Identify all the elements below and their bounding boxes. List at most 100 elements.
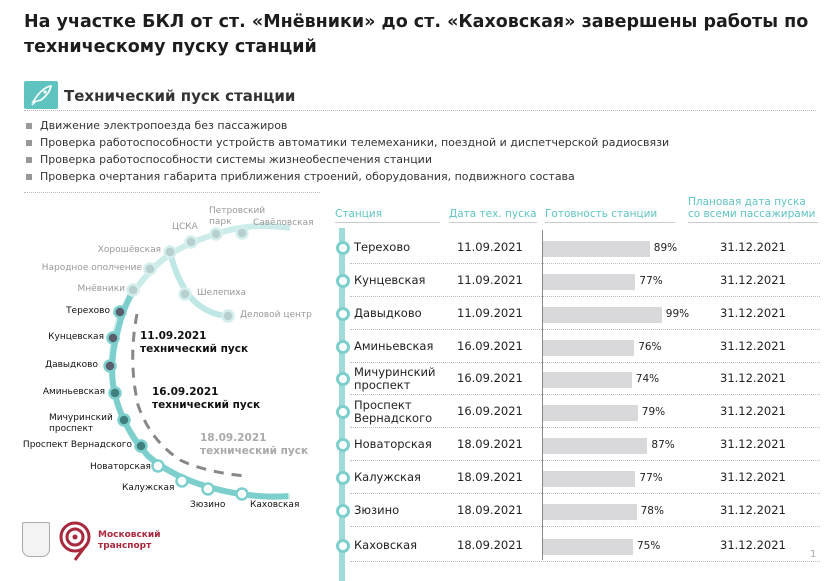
station-label: Хорошёвская bbox=[97, 245, 161, 255]
phase-annotation: 18.09.2021 технический пуск bbox=[200, 432, 308, 458]
station-name: Зюзино bbox=[354, 503, 400, 517]
table-row: Кунцевская 11.09.2021 77% 31.12.2021 bbox=[336, 264, 820, 297]
launch-date: 16.09.2021 bbox=[457, 371, 523, 385]
station-name: Проспект Вернадского bbox=[354, 397, 433, 425]
station-dot bbox=[201, 482, 215, 496]
station-name: Терехово bbox=[354, 240, 411, 254]
phase-date: 11.09.2021 bbox=[140, 330, 207, 342]
phase-date: 16.09.2021 bbox=[152, 386, 219, 398]
launch-date: 18.09.2021 bbox=[457, 470, 523, 484]
bullet-item: Проверка работоспособности устройств авт… bbox=[26, 136, 669, 149]
station-label: Каховская bbox=[250, 500, 300, 510]
station-marker-icon bbox=[336, 241, 350, 255]
station-marker-icon bbox=[336, 471, 350, 485]
readiness-bar bbox=[543, 307, 662, 323]
page-title: На участке БКЛ от ст. «Мнёвники» до ст. … bbox=[24, 12, 809, 57]
launch-date: 11.09.2021 bbox=[457, 306, 523, 320]
station-label: Петровский парк bbox=[209, 206, 266, 227]
launch-date: 18.09.2021 bbox=[457, 538, 523, 552]
readiness-bar bbox=[543, 372, 632, 388]
station-marker-icon bbox=[336, 340, 350, 354]
station-label: Народное ополчение bbox=[41, 263, 142, 273]
metro-map bbox=[103, 223, 291, 501]
table-row: Новаторская 18.09.2021 87% 31.12.2021 bbox=[336, 428, 820, 461]
readiness-label: 77% bbox=[639, 274, 663, 287]
readiness-bar bbox=[543, 504, 637, 520]
station-label: Деловой центр bbox=[240, 310, 312, 320]
header-station: Станция bbox=[335, 208, 440, 223]
station-dot-upcoming bbox=[209, 227, 223, 241]
station-dot-upcoming bbox=[126, 283, 140, 297]
station-dot bbox=[175, 474, 189, 488]
station-label: Давыдково bbox=[45, 360, 98, 370]
section-title: Технический пуск станции bbox=[64, 87, 296, 105]
table-row: Каховская 18.09.2021 75% 31.12.2021 bbox=[336, 529, 820, 562]
station-marker-icon bbox=[336, 504, 350, 518]
station-label: Мнёвники bbox=[77, 284, 125, 294]
station-marker-icon bbox=[336, 307, 350, 321]
phase-date: 18.09.2021 bbox=[200, 432, 267, 444]
station-marker-icon bbox=[336, 405, 350, 419]
launch-date: 18.09.2021 bbox=[457, 437, 523, 451]
phase-boundary-line bbox=[131, 313, 246, 478]
plan-date: 31.12.2021 bbox=[720, 404, 786, 418]
station-marker-icon bbox=[336, 438, 350, 452]
station-name: Калужская bbox=[354, 470, 421, 484]
readiness-label: 87% bbox=[651, 438, 675, 451]
station-label: Терехово bbox=[66, 306, 110, 316]
divider bbox=[24, 110, 816, 111]
station-name: Каховская bbox=[354, 538, 418, 552]
station-dot bbox=[151, 459, 165, 473]
launch-date: 11.09.2021 bbox=[457, 273, 523, 287]
readiness-bar bbox=[543, 241, 650, 257]
station-label: Проспект Вернадского bbox=[22, 440, 132, 450]
readiness-bar bbox=[543, 539, 633, 555]
station-dot bbox=[103, 359, 117, 373]
plan-date: 31.12.2021 bbox=[720, 240, 786, 254]
station-dot-upcoming bbox=[143, 262, 157, 276]
plan-date: 31.12.2021 bbox=[720, 339, 786, 353]
station-label: Савёловская bbox=[253, 218, 314, 228]
plan-date: 31.12.2021 bbox=[720, 503, 786, 517]
station-label: Шелепиха bbox=[197, 288, 247, 298]
phase-annotation: 16.09.2021 технический пуск bbox=[152, 386, 260, 412]
station-marker-icon bbox=[336, 274, 350, 288]
phase-annotation: 11.09.2021 технический пуск bbox=[140, 330, 248, 356]
table-row: Мичуринский проспект 16.09.2021 74% 31.1… bbox=[336, 362, 820, 395]
readiness-bar bbox=[543, 274, 636, 290]
station-marker-icon bbox=[336, 539, 350, 553]
plan-date: 31.12.2021 bbox=[720, 273, 786, 287]
table-row: Калужская 18.09.2021 77% 31.12.2021 bbox=[336, 461, 820, 494]
station-label: Зюзино bbox=[190, 500, 226, 510]
plan-date: 31.12.2021 bbox=[720, 371, 786, 385]
station-label: Аминьевская bbox=[42, 387, 105, 397]
bullet-item: Проверка очертания габарита приближения … bbox=[26, 170, 575, 183]
readiness-bar bbox=[543, 405, 638, 421]
readiness-label: 78% bbox=[640, 504, 664, 517]
logo-text: Московский транспорт bbox=[98, 530, 161, 551]
station-label: Мичуринский проспект bbox=[49, 413, 113, 434]
bullet-item: Движение электропоезда без пассажиров bbox=[26, 119, 287, 132]
phase-label: технический пуск bbox=[152, 399, 261, 411]
station-dot-branch bbox=[221, 309, 235, 323]
timeline-line bbox=[339, 228, 345, 581]
station-dot bbox=[117, 413, 131, 427]
header-readiness: Готовность станции bbox=[545, 208, 675, 223]
page-number: 1 bbox=[810, 549, 817, 560]
station-label: ЦСКА bbox=[172, 222, 198, 232]
station-dot-upcoming bbox=[184, 235, 198, 249]
phase-label: технический пуск bbox=[140, 343, 249, 355]
table-row: Аминьевская 16.09.2021 76% 31.12.2021 bbox=[336, 330, 820, 363]
launch-date: 18.09.2021 bbox=[457, 503, 523, 517]
bar-axis bbox=[542, 230, 543, 560]
table-row: Терехово 11.09.2021 89% 31.12.2021 bbox=[336, 231, 820, 264]
table-row: Давыдково 11.09.2021 99% 31.12.2021 bbox=[336, 297, 820, 330]
table-row: Проспект Вернадского 16.09.2021 79% 31.1… bbox=[336, 395, 820, 428]
phase-label: технический пуск bbox=[200, 445, 309, 457]
readiness-bar bbox=[543, 340, 635, 356]
launch-date: 11.09.2021 bbox=[457, 240, 523, 254]
moscow-coat-of-arms-icon bbox=[22, 522, 50, 557]
station-dot bbox=[108, 386, 122, 400]
station-dot bbox=[235, 487, 249, 501]
station-name: Новаторская bbox=[354, 437, 432, 451]
